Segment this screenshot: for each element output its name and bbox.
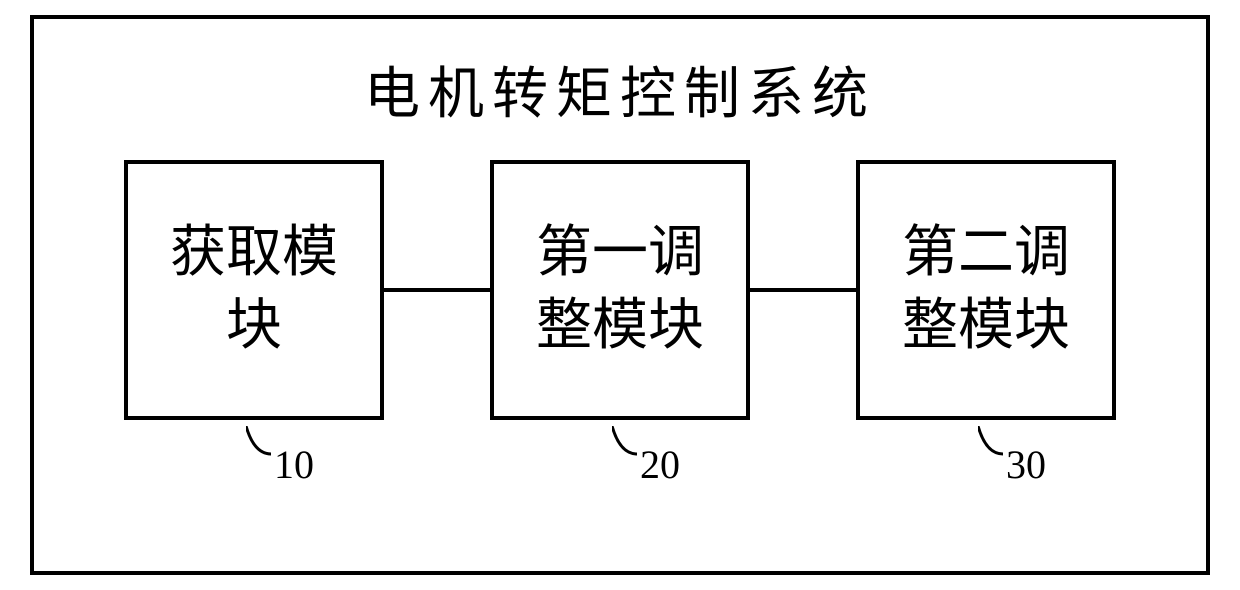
label-line: 第一调 — [536, 222, 704, 284]
callout-icon: 10 — [246, 426, 306, 476]
callout-icon: 20 — [612, 426, 672, 476]
module-number: 20 — [640, 441, 680, 488]
connector-line — [384, 288, 490, 292]
label-line: 整模块 — [902, 295, 1070, 357]
module-label: 第二调 整模块 — [902, 217, 1070, 363]
modules-row: 获取模 块 10 第一调 整模块 20 — [94, 160, 1146, 420]
system-container: 电机转矩控制系统 获取模 块 10 第一调 整模块 — [30, 15, 1210, 575]
label-line: 获取模 — [170, 222, 338, 284]
module-adjust-1: 第一调 整模块 20 — [490, 160, 750, 420]
label-line: 第二调 — [902, 222, 1070, 284]
module-label: 获取模 块 — [170, 217, 338, 363]
label-line: 整模块 — [536, 295, 704, 357]
module-label: 第一调 整模块 — [536, 217, 704, 363]
label-line: 块 — [226, 295, 282, 357]
system-title: 电机转矩控制系统 — [94, 49, 1146, 130]
module-number: 30 — [1006, 441, 1046, 488]
callout-icon: 30 — [978, 426, 1038, 476]
connector-line — [750, 288, 856, 292]
module-number: 10 — [274, 441, 314, 488]
module-acquire: 获取模 块 10 — [124, 160, 384, 420]
module-adjust-2: 第二调 整模块 30 — [856, 160, 1116, 420]
